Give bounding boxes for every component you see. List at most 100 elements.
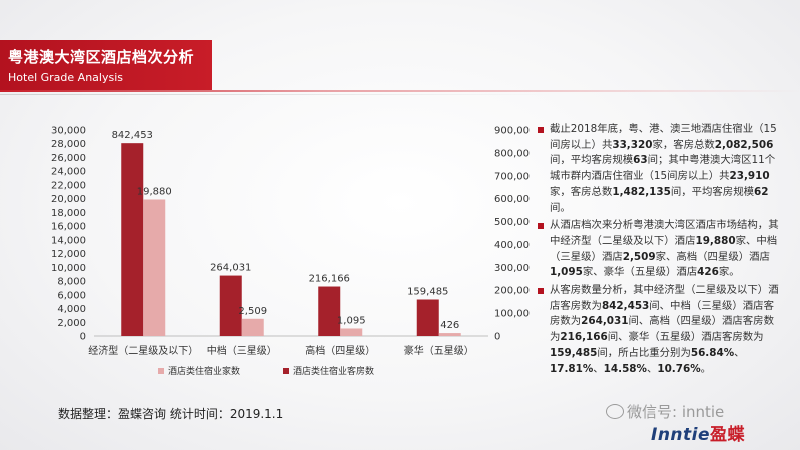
left-axis-tick-label: 10,000 — [51, 263, 86, 274]
category-label: 经济型（二星级及以下） — [88, 344, 198, 357]
bar-hotels — [143, 199, 166, 336]
note-text: 、 — [734, 346, 745, 359]
note-item: 从客房数量分析，其中经济型（二星级及以下）酒店客房数为842,453间、中档（三… — [538, 283, 780, 377]
data-label: 842,453 — [112, 130, 153, 141]
left-axis-tick-label: 4,000 — [57, 304, 86, 315]
category-label: 高档（四星级） — [305, 344, 375, 357]
data-label: 216,166 — [309, 274, 350, 285]
note-text: 家、中档（三星级）酒店 — [550, 234, 778, 263]
left-axis-tick-label: 16,000 — [51, 222, 86, 233]
bar-rooms — [121, 143, 144, 336]
bar-rooms — [318, 286, 341, 336]
legend-label: 酒店类住宿业家数 — [168, 365, 240, 377]
left-axis-tick-label: 26,000 — [51, 153, 86, 164]
category-label: 豪华（五星级） — [404, 344, 474, 357]
note-text: 间，平均客房规模 — [550, 154, 634, 167]
right-axis-tick-label: 900,000 — [494, 126, 530, 137]
category-label: 中档（三星级） — [207, 344, 277, 357]
right-axis-tick-label: 700,000 — [494, 171, 530, 182]
note-text: 间、豪华（五星级）酒店客房数为 — [607, 331, 764, 344]
header-divider — [0, 90, 800, 92]
note-highlight: 426 — [697, 266, 719, 279]
note-highlight: 1,095 — [550, 266, 583, 279]
bar-hotels — [340, 328, 363, 336]
note-highlight: 17.81% — [550, 362, 594, 375]
bullet-icon — [538, 223, 544, 230]
header-divider-secondary — [0, 94, 560, 95]
note-text: 间；其中粤港澳大湾区11个城市群内酒店住宿业（15间房以上）共 — [550, 154, 776, 183]
right-axis-tick-label: 800,000 — [494, 148, 530, 159]
left-axis-tick-label: 8,000 — [57, 277, 86, 288]
left-axis-tick-label: 30,000 — [51, 126, 86, 137]
data-label: 426 — [440, 320, 459, 331]
note-highlight: 216,166 — [560, 331, 608, 344]
legend-swatch — [158, 368, 164, 374]
bar-rooms — [416, 299, 439, 336]
note-text: 截止2018年底，粤、港、澳三地酒店住宿业（15间房以上）共 — [550, 123, 777, 151]
note-text: 家。 — [718, 266, 740, 279]
note-highlight: 19,880 — [695, 234, 736, 247]
note-highlight: 1,482,135 — [612, 185, 671, 198]
left-axis-tick-label: 14,000 — [51, 235, 86, 246]
note-text: 家、豪华（五星级）酒店 — [582, 266, 698, 279]
wechat-text: 微信号: inntie — [627, 403, 725, 421]
note-text: 、 — [646, 362, 658, 375]
right-axis-tick-label: 600,000 — [494, 194, 530, 205]
left-axis-tick-label: 12,000 — [51, 249, 86, 260]
right-axis-tick-label: 0 — [494, 332, 500, 343]
note-highlight: 10.76% — [657, 362, 701, 375]
left-axis-tick-label: 20,000 — [51, 194, 86, 205]
note-text: 间，所占比重分别为 — [597, 346, 691, 359]
logo-cn: 盈蝶 — [710, 425, 746, 445]
note-text: 间。 — [550, 201, 571, 214]
bar-hotels — [241, 318, 264, 336]
note-item: 截止2018年底，粤、港、澳三地酒店住宿业（15间房以上）共33,320家，客房… — [538, 122, 780, 216]
note-highlight: 264,031 — [581, 315, 629, 328]
note-text: 从客房数量分析，其中经济型（二星级及以下）酒店客房数为 — [550, 284, 779, 312]
data-label: 1,095 — [337, 315, 366, 326]
note-highlight: 2,509 — [622, 250, 656, 263]
brand-logo: Inntie盈蝶 — [651, 420, 745, 445]
wechat-id: 微信号: inntie — [606, 401, 724, 422]
right-axis-tick-label: 300,000 — [494, 263, 530, 274]
left-axis-tick-label: 0 — [80, 332, 86, 343]
data-label: 159,485 — [407, 286, 448, 297]
wechat-icon — [606, 404, 624, 419]
right-axis-tick-label: 500,000 — [494, 217, 530, 228]
note-text: 间、中档（三星级）酒店客房数为 — [550, 299, 774, 328]
page-subtitle: Hotel Grade Analysis — [8, 71, 123, 84]
data-label: 2,509 — [238, 306, 267, 317]
analysis-notes: 截止2018年底，粤、港、澳三地酒店住宿业（15间房以上）共33,320家，客房… — [538, 122, 780, 379]
note-item: 从酒店档次来分析粤港澳大湾区酒店市场结构，其中经济型（二星级及以下）酒店19,8… — [538, 218, 780, 281]
logo-en: Inntie — [651, 425, 711, 445]
right-axis-tick-label: 400,000 — [494, 240, 530, 251]
legend-swatch — [283, 368, 289, 374]
note-text: 家，客房总数 — [550, 185, 613, 198]
legend-label: 酒店类住宿业客房数 — [293, 365, 374, 377]
note-highlight: 33,320 — [612, 138, 653, 151]
bullet-icon — [538, 288, 544, 295]
left-axis-tick-label: 28,000 — [51, 139, 86, 150]
left-axis-tick-label: 24,000 — [51, 167, 86, 178]
note-highlight: 842,453 — [601, 299, 650, 312]
note-text: 家，客房总数 — [652, 138, 715, 151]
right-axis-tick-label: 200,000 — [494, 286, 530, 297]
note-highlight: 62 — [753, 185, 769, 198]
hotel-grade-chart: 0 2,000 4,000 6,000 8,000 10,000 12,000 14,000 1… — [51, 126, 530, 378]
note-highlight: 23,910 — [729, 170, 770, 183]
note-text: 间、高档（四星级）酒店客房数为 — [550, 315, 774, 344]
left-axis-tick-label: 22,000 — [51, 180, 86, 191]
notes-list: 截止2018年底，粤、港、澳三地酒店住宿业（15间房以上）共33,320家，客房… — [538, 122, 780, 377]
page-title: 粤港澳大湾区酒店档次分析 — [8, 48, 195, 66]
left-axis-tick-label: 18,000 — [51, 208, 86, 219]
note-highlight: 159,485 — [550, 346, 598, 359]
note-text: 间，平均客房规模 — [670, 185, 754, 198]
bar-rooms — [219, 275, 242, 336]
right-axis-tick-label: 100,000 — [494, 309, 530, 320]
note-text: 。 — [700, 362, 712, 375]
note-highlight: 63 — [633, 154, 648, 167]
title-banner: 粤港澳大湾区酒店档次分析 Hotel Grade Analysis — [0, 40, 212, 90]
note-text: 、 — [593, 362, 604, 375]
data-source: 数据整理：盈蝶咨询 统计时间：2019.1.1 — [58, 407, 284, 421]
note-text: 家、高档（四星级）酒店 — [655, 250, 770, 263]
